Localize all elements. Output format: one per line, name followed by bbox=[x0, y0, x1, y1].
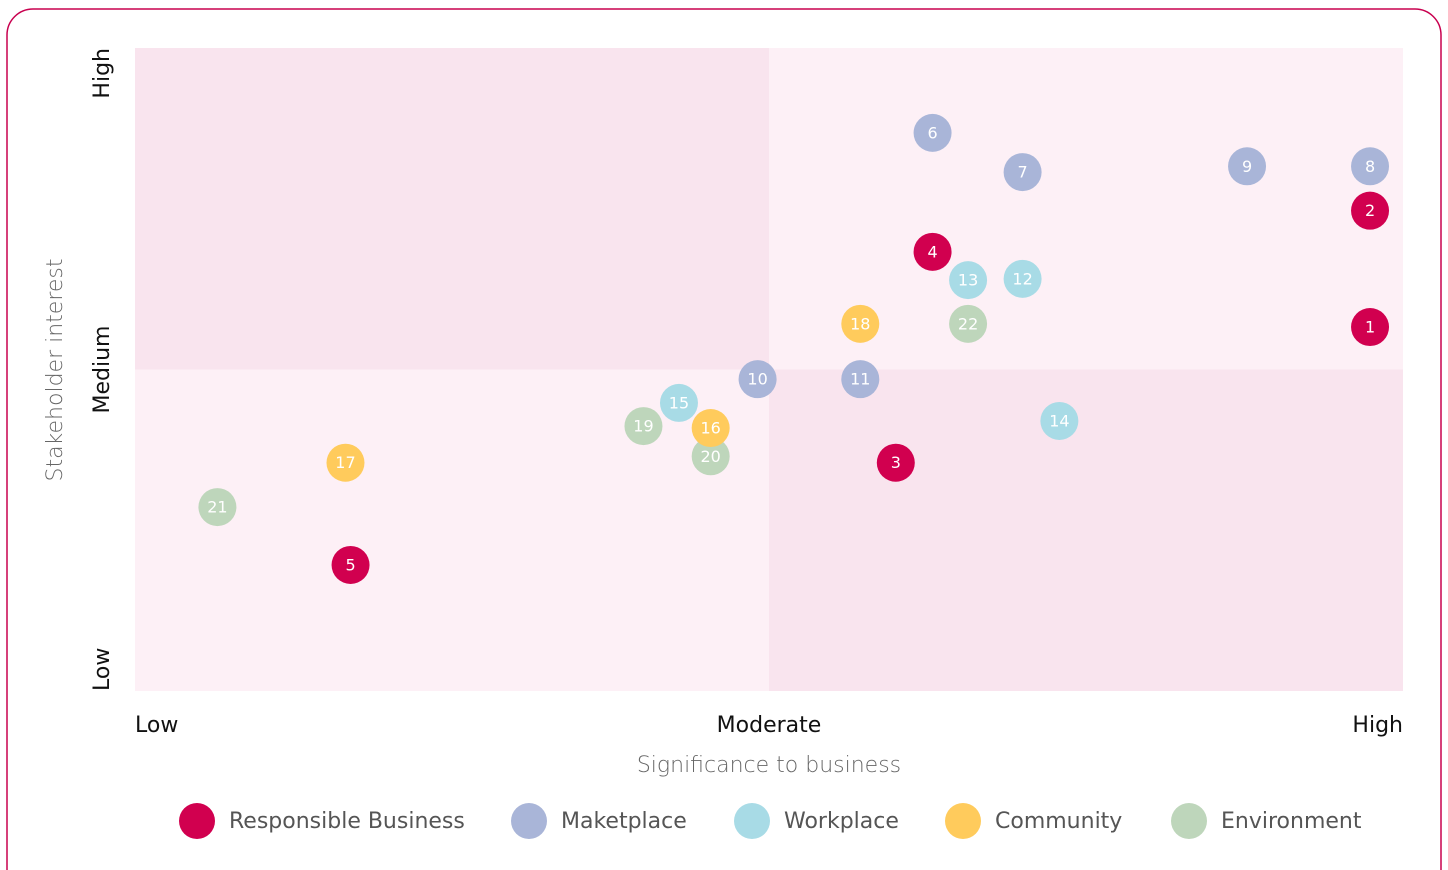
point-label: 21 bbox=[207, 498, 227, 517]
y-axis-title: Stakeholder interest bbox=[43, 258, 68, 481]
point-label: 15 bbox=[669, 393, 689, 412]
data-point bbox=[1003, 153, 1042, 192]
x-tick-label: High bbox=[1352, 713, 1403, 738]
x-tick-label: Low bbox=[135, 713, 178, 738]
legend-label: Environment bbox=[1221, 809, 1362, 834]
point-label: 14 bbox=[1049, 411, 1069, 430]
point-label: 10 bbox=[747, 370, 767, 389]
data-point bbox=[198, 488, 237, 527]
x-axis-title: Significance to business bbox=[637, 753, 901, 778]
point-label: 20 bbox=[700, 447, 720, 466]
point-label: 13 bbox=[958, 271, 978, 290]
y-tick-label: Medium bbox=[90, 326, 115, 414]
legend-label: Responsible Business bbox=[229, 809, 465, 834]
data-point bbox=[949, 304, 988, 343]
data-point bbox=[876, 443, 915, 482]
quadrant bbox=[135, 48, 769, 370]
legend-swatch bbox=[179, 803, 215, 839]
legend-swatch bbox=[734, 803, 770, 839]
data-point bbox=[1003, 259, 1042, 298]
point-label: 7 bbox=[1018, 163, 1028, 182]
point-label: 12 bbox=[1012, 269, 1032, 288]
point-label: 1 bbox=[1365, 318, 1375, 337]
point-label: 19 bbox=[633, 417, 653, 436]
y-tick-label: Low bbox=[90, 648, 115, 691]
data-point bbox=[1040, 401, 1079, 440]
data-point bbox=[659, 383, 698, 422]
point-label: 5 bbox=[345, 555, 355, 574]
data-point bbox=[1228, 147, 1267, 186]
point-label: 6 bbox=[927, 123, 937, 142]
legend-swatch bbox=[511, 803, 547, 839]
point-label: 8 bbox=[1365, 157, 1375, 176]
plot-background bbox=[135, 48, 1403, 691]
data-point bbox=[913, 113, 952, 152]
data-point bbox=[1351, 191, 1390, 230]
legend-label: Community bbox=[995, 809, 1122, 834]
legend-swatch bbox=[945, 803, 981, 839]
legend-label: Maketplace bbox=[561, 809, 687, 834]
y-tick-label: High bbox=[90, 48, 115, 99]
legend-label: Workplace bbox=[784, 809, 899, 834]
data-point bbox=[331, 545, 370, 584]
x-tick-label: Moderate bbox=[717, 713, 822, 738]
data-point bbox=[326, 443, 365, 482]
point-label: 16 bbox=[700, 419, 720, 438]
point-label: 17 bbox=[335, 453, 355, 472]
point-label: 9 bbox=[1242, 157, 1252, 176]
legend-swatch bbox=[1171, 803, 1207, 839]
point-label: 11 bbox=[850, 370, 870, 389]
data-point bbox=[738, 360, 777, 399]
data-point bbox=[913, 232, 952, 271]
point-label: 22 bbox=[958, 314, 978, 333]
data-point bbox=[1351, 308, 1390, 347]
data-point bbox=[841, 304, 880, 343]
point-label: 4 bbox=[927, 242, 937, 261]
data-point bbox=[841, 360, 880, 399]
point-label: 2 bbox=[1365, 201, 1375, 220]
point-label: 18 bbox=[850, 314, 870, 333]
data-point bbox=[624, 407, 663, 446]
point-label: 3 bbox=[891, 453, 901, 472]
data-point bbox=[1351, 147, 1390, 186]
data-point bbox=[691, 409, 730, 448]
quadrant bbox=[769, 369, 1403, 691]
data-point bbox=[691, 437, 730, 476]
data-point bbox=[949, 261, 988, 300]
quadrant bbox=[135, 369, 769, 691]
